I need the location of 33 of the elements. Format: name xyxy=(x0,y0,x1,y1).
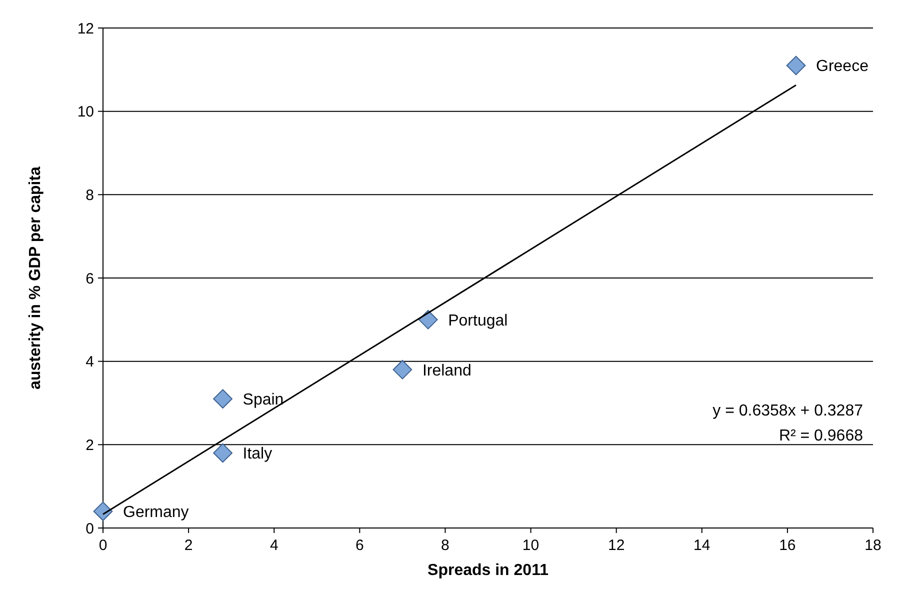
y-tick-label: 8 xyxy=(86,186,94,204)
annotation: Italy xyxy=(242,446,272,463)
x-tick-label: 10 xyxy=(522,537,540,554)
x-tick-label: 14 xyxy=(694,537,710,554)
x-tick-label: 0 xyxy=(98,537,108,554)
x-tick-label: 8 xyxy=(441,537,450,554)
y-tick-label: 2 xyxy=(86,436,94,454)
x-axis-title: Spreads in 2011 xyxy=(428,562,549,579)
x-tick-label: 16 xyxy=(779,537,796,554)
annotation: Germany xyxy=(123,504,189,521)
y-tick-label: 0 xyxy=(86,520,94,538)
annotation: Portugal xyxy=(448,312,508,330)
y-axis-title: austerity in % GDP per capita xyxy=(27,166,44,390)
point xyxy=(93,502,113,522)
point xyxy=(418,310,438,330)
x-tick-label: 4 xyxy=(270,537,278,554)
y-tick-label: 10 xyxy=(77,104,94,121)
annotation: Spain xyxy=(242,391,284,408)
y-tick-label: 6 xyxy=(86,270,94,288)
point xyxy=(213,389,232,409)
x-tick-label: 18 xyxy=(864,537,882,554)
y-tick-label: 12 xyxy=(77,20,94,38)
y-tick-label: 4 xyxy=(86,354,94,371)
x-tick-label: 12 xyxy=(608,537,625,554)
annotation: y = 0.6358x + 0.3287 xyxy=(712,402,864,420)
annotation: Greece xyxy=(816,58,869,76)
point xyxy=(786,56,806,76)
annotation: R² = 0.9668 xyxy=(778,428,864,444)
point xyxy=(392,360,412,380)
point xyxy=(213,443,232,463)
x-tick-label: 6 xyxy=(355,537,364,554)
x-tick-label: 2 xyxy=(184,537,193,554)
annotation: Ireland xyxy=(422,362,472,380)
